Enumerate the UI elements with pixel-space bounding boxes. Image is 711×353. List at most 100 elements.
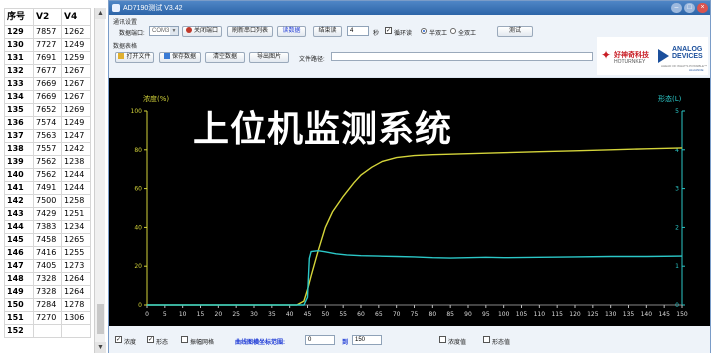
concentration-value-checkbox[interactable] [439, 336, 446, 343]
row-index-cell[interactable]: 150 [4, 298, 34, 312]
row-index-cell[interactable]: 136 [4, 116, 34, 130]
v2-cell[interactable]: 7691 [33, 51, 62, 65]
v2-cell[interactable]: 7557 [33, 142, 62, 156]
v2-cell[interactable]: 7574 [33, 116, 62, 130]
row-index-cell[interactable]: 151 [4, 311, 34, 325]
port-select[interactable]: COM3 ▼ [149, 26, 179, 36]
v4-cell[interactable]: 1247 [61, 129, 91, 143]
scroll-down-icon[interactable]: ▼ [95, 342, 106, 353]
v2-cell[interactable]: 7857 [33, 25, 62, 39]
v2-cell[interactable]: 7270 [33, 311, 62, 325]
row-index-cell[interactable]: 130 [4, 38, 34, 52]
interval-spinner[interactable]: 4 [347, 26, 369, 36]
v2-cell[interactable]: 7563 [33, 129, 62, 143]
save-data-button[interactable]: 保存数据 [159, 52, 201, 63]
full-duplex-radio[interactable] [450, 28, 456, 34]
v4-cell[interactable]: 1269 [61, 103, 91, 117]
v2-cell[interactable]: 7416 [33, 246, 62, 260]
row-index-cell[interactable]: 152 [4, 324, 34, 338]
v4-cell[interactable]: 1244 [61, 168, 91, 182]
v2-cell[interactable]: 7383 [33, 220, 62, 234]
row-index-cell[interactable]: 137 [4, 129, 34, 143]
v4-cell[interactable]: 1278 [61, 298, 91, 312]
v4-cell[interactable]: 1249 [61, 38, 91, 52]
v2-cell[interactable]: 7669 [33, 77, 62, 91]
row-index-cell[interactable]: 141 [4, 181, 34, 195]
v4-cell[interactable]: 1249 [61, 116, 91, 130]
v4-cell[interactable]: 1242 [61, 142, 91, 156]
v2-cell[interactable]: 7562 [33, 155, 62, 169]
v2-cell[interactable]: 7669 [33, 90, 62, 104]
row-index-cell[interactable]: 132 [4, 64, 34, 78]
test-button[interactable]: 测试 [497, 26, 533, 37]
read-data-button[interactable]: 读数据 [277, 26, 306, 37]
v4-cell[interactable]: 1251 [61, 207, 91, 221]
v4-cell[interactable]: 1255 [61, 246, 91, 260]
clear-data-button[interactable]: 清空数据 [205, 52, 245, 63]
v2-cell[interactable]: 7500 [33, 194, 62, 208]
loop-read-checkbox[interactable]: ✓ [385, 27, 392, 34]
v4-cell[interactable]: 1265 [61, 233, 91, 247]
half-duplex-radio[interactable] [421, 28, 427, 34]
row-index-cell[interactable]: 138 [4, 142, 34, 156]
scroll-thumb[interactable] [97, 304, 104, 334]
row-index-cell[interactable]: 129 [4, 25, 34, 39]
row-index-cell[interactable]: 133 [4, 77, 34, 91]
close-button[interactable]: × [697, 3, 708, 13]
v2-cell[interactable]: 7458 [33, 233, 62, 247]
v4-cell[interactable]: 1264 [61, 285, 91, 299]
morphology-value-checkbox[interactable] [483, 336, 490, 343]
file-path-input[interactable] [331, 52, 593, 61]
v4-cell[interactable]: 1273 [61, 259, 91, 273]
row-index-cell[interactable]: 146 [4, 246, 34, 260]
close-port-button[interactable]: 关闭端口 [182, 26, 222, 37]
maximize-button[interactable]: □ [684, 3, 695, 13]
v4-cell[interactable]: 1267 [61, 77, 91, 91]
v2-cell[interactable]: 7429 [33, 207, 62, 221]
v2-cell[interactable]: 7652 [33, 103, 62, 117]
row-index-cell[interactable]: 139 [4, 155, 34, 169]
v2-cell[interactable]: 7328 [33, 285, 62, 299]
range-to-input[interactable]: 150 [352, 335, 382, 345]
row-index-cell[interactable]: 140 [4, 168, 34, 182]
row-index-cell[interactable]: 134 [4, 90, 34, 104]
sheet-vertical-scrollbar[interactable]: ▲ ▼ [94, 8, 106, 353]
v2-cell[interactable]: 7405 [33, 259, 62, 273]
v2-cell[interactable]: 7727 [33, 38, 62, 52]
row-index-cell[interactable]: 148 [4, 272, 34, 286]
row-index-cell[interactable]: 142 [4, 194, 34, 208]
row-index-cell[interactable]: 145 [4, 233, 34, 247]
open-file-button[interactable]: 打开文件 [115, 52, 154, 63]
row-index-cell[interactable]: 149 [4, 285, 34, 299]
v4-cell[interactable] [61, 324, 91, 338]
v4-cell[interactable]: 1267 [61, 90, 91, 104]
zoom-grid-checkbox[interactable] [181, 336, 188, 343]
v2-cell[interactable]: 7677 [33, 64, 62, 78]
v2-cell[interactable]: 7284 [33, 298, 62, 312]
v4-cell[interactable]: 1238 [61, 155, 91, 169]
v4-cell[interactable]: 1259 [61, 51, 91, 65]
row-index-cell[interactable]: 131 [4, 51, 34, 65]
row-index-cell[interactable]: 144 [4, 220, 34, 234]
v2-cell[interactable]: 7491 [33, 181, 62, 195]
v4-cell[interactable]: 1264 [61, 272, 91, 286]
concentration-checkbox[interactable]: ✓ [115, 336, 122, 343]
v4-cell[interactable]: 1234 [61, 220, 91, 234]
v4-cell[interactable]: 1262 [61, 25, 91, 39]
morphology-checkbox[interactable]: ✓ [147, 336, 154, 343]
scroll-up-icon[interactable]: ▲ [95, 8, 106, 19]
row-index-cell[interactable]: 147 [4, 259, 34, 273]
end-read-button[interactable]: 结束读 [313, 26, 342, 37]
v2-cell[interactable]: 7562 [33, 168, 62, 182]
range-from-input[interactable]: 0 [305, 335, 335, 345]
row-index-cell[interactable]: 143 [4, 207, 34, 221]
refresh-ports-button[interactable]: 刷新串口列表 [227, 26, 273, 37]
v4-cell[interactable]: 1244 [61, 181, 91, 195]
v4-cell[interactable]: 1267 [61, 64, 91, 78]
v2-cell[interactable]: 7328 [33, 272, 62, 286]
export-image-button[interactable]: 导出图片 [249, 52, 289, 63]
v2-cell[interactable] [33, 324, 62, 338]
v4-cell[interactable]: 1258 [61, 194, 91, 208]
v4-cell[interactable]: 1306 [61, 311, 91, 325]
minimize-button[interactable]: – [671, 3, 682, 13]
